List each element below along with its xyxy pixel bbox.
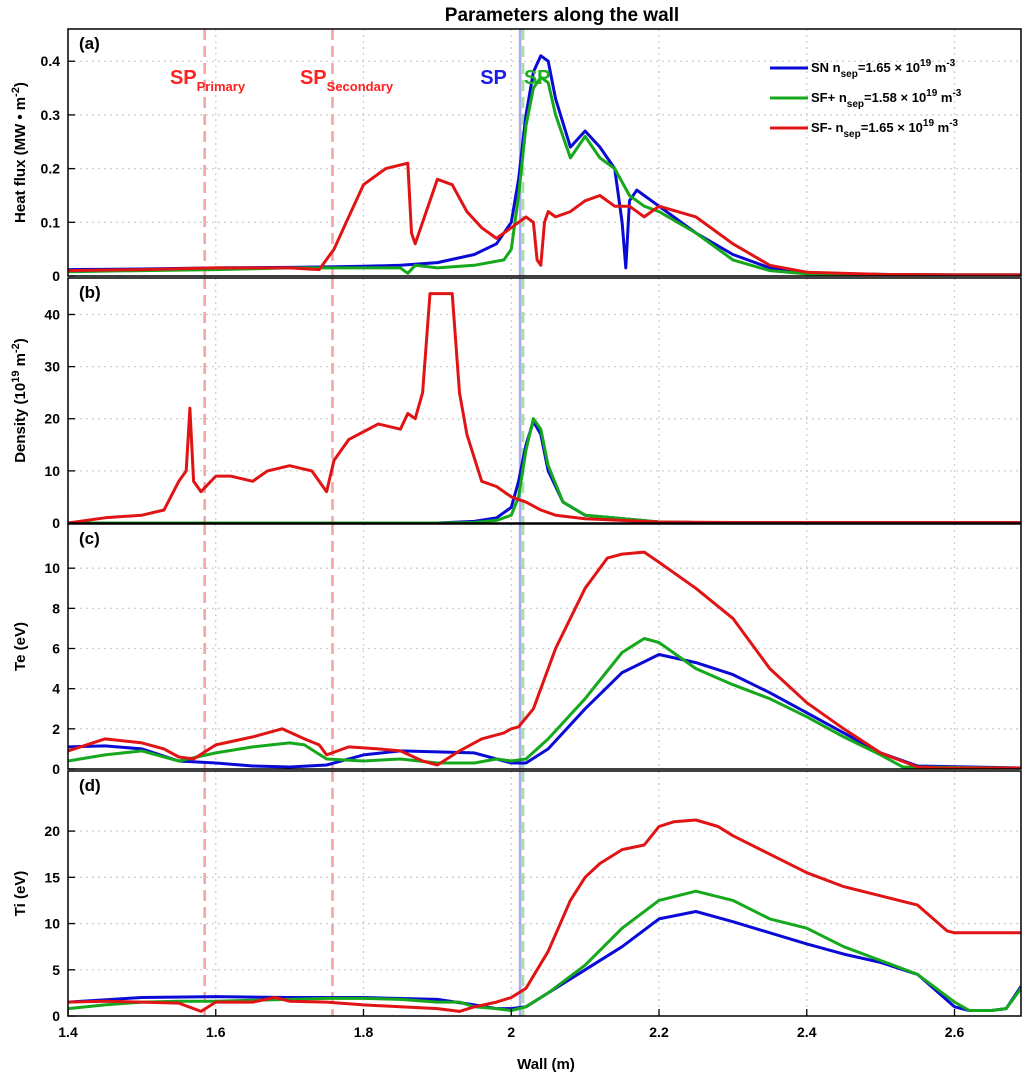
- y-tick-label: 20: [44, 411, 60, 427]
- panel-frame-a: [67, 28, 1022, 277]
- panel-labels: (a) (b) (c) (d): [79, 34, 101, 795]
- panel-frame-d: [67, 770, 1022, 1017]
- y-tick-label: 2: [52, 721, 60, 737]
- panel-label-d: (d): [79, 776, 101, 795]
- annotation-sp: SPSecondary: [300, 67, 394, 94]
- vertical-markers: [203, 29, 525, 1016]
- legend: SN nsep=1.65 × 1019 m-3 SF+ nsep=1.58 × 1…: [770, 58, 962, 140]
- x-tick-label: 1.4: [58, 1024, 78, 1040]
- x-tick-label: 2: [507, 1024, 515, 1040]
- chart-title: Parameters along the wall: [445, 5, 679, 26]
- y-tick-label: 0: [52, 761, 60, 777]
- y-axis-label-d: Ti (eV): [12, 871, 29, 917]
- y-tick-label: 30: [44, 359, 60, 375]
- y-axis-label-b: Density (1019 m-2): [10, 338, 29, 463]
- annotation-sp: SP: [480, 67, 507, 89]
- y-tick-label: 8: [52, 600, 60, 616]
- legend-entry-SF+: SF+ nsep=1.58 × 1019 m-3: [811, 88, 962, 110]
- panel-label-c: (c): [79, 529, 100, 548]
- panel-label-b: (b): [79, 283, 101, 302]
- y-tick-label: 40: [44, 306, 60, 322]
- y-axis-labels: Heat flux (MW • m-2) Density (1019 m-2) Te…: [10, 82, 29, 916]
- panel-frames: [67, 28, 1022, 1017]
- series-SF--panel-b: [68, 292, 1021, 523]
- panel-frame-b: [67, 277, 1022, 524]
- y-tick-label: 0: [52, 1008, 60, 1024]
- y-tick-label: 10: [44, 916, 60, 932]
- series-SF--panel-d: [68, 818, 1021, 1013]
- series-SF--panel-a: [68, 161, 1021, 276]
- x-tick-label: 1.6: [206, 1024, 226, 1040]
- series-SN-panel-b: [68, 419, 1021, 523]
- series-layer: [68, 54, 1021, 1013]
- annotation-sp: SP: [524, 67, 551, 89]
- y-tick-label: 0.3: [41, 107, 61, 123]
- legend-entry-SN: SN nsep=1.65 × 1019 m-3: [811, 58, 956, 80]
- stagnation-point-annotations: SPPrimary SPSecondary SP SP: [170, 67, 551, 94]
- series-SN-panel-c: [68, 653, 1021, 769]
- series-SF+-panel-c: [68, 637, 1021, 769]
- x-tick-label: 2.6: [945, 1024, 965, 1040]
- annotation-sp: SPPrimary: [170, 67, 246, 94]
- series-SF+-panel-a: [68, 75, 1021, 276]
- series-SF+-panel-d: [68, 889, 1021, 1012]
- y-tick-label: 0.1: [41, 214, 61, 230]
- legend-entry-SF-: SF- nsep=1.65 × 1019 m-3: [811, 118, 959, 140]
- x-axis-label: Wall (m): [517, 1056, 575, 1073]
- y-axis-label-a: Heat flux (MW • m-2): [10, 82, 29, 223]
- y-tick-label: 0.4: [41, 53, 61, 69]
- x-tick-label: 2.4: [797, 1024, 817, 1040]
- series-SF--panel-c: [68, 550, 1021, 769]
- panel-label-a: (a): [79, 34, 100, 53]
- y-tick-label: 0: [52, 515, 60, 531]
- series-SN-panel-a: [68, 54, 1021, 276]
- x-tick-label: 1.8: [354, 1024, 374, 1040]
- panel-frame-c: [67, 523, 1022, 770]
- y-tick-label: 0: [52, 268, 60, 284]
- y-tick-label: 15: [44, 869, 60, 885]
- y-tick-label: 20: [44, 823, 60, 839]
- y-tick-label: 10: [44, 560, 60, 576]
- grid-lines: [67, 29, 1021, 1017]
- y-tick-label: 10: [44, 463, 60, 479]
- y-tick-label: 6: [52, 641, 60, 657]
- y-tick-label: 5: [52, 962, 60, 978]
- x-tick-label: 2.2: [649, 1024, 669, 1040]
- y-tick-label: 4: [52, 681, 60, 697]
- y-axis-label-c: Te (eV): [12, 622, 29, 671]
- y-tick-label: 0.2: [41, 161, 61, 177]
- tick-labels: 0 0.1 0.2 0.3 0.4 0 10 20 30 40 0 2 4 6 8 10 0 5 10 15 20 1.4…: [41, 53, 965, 1040]
